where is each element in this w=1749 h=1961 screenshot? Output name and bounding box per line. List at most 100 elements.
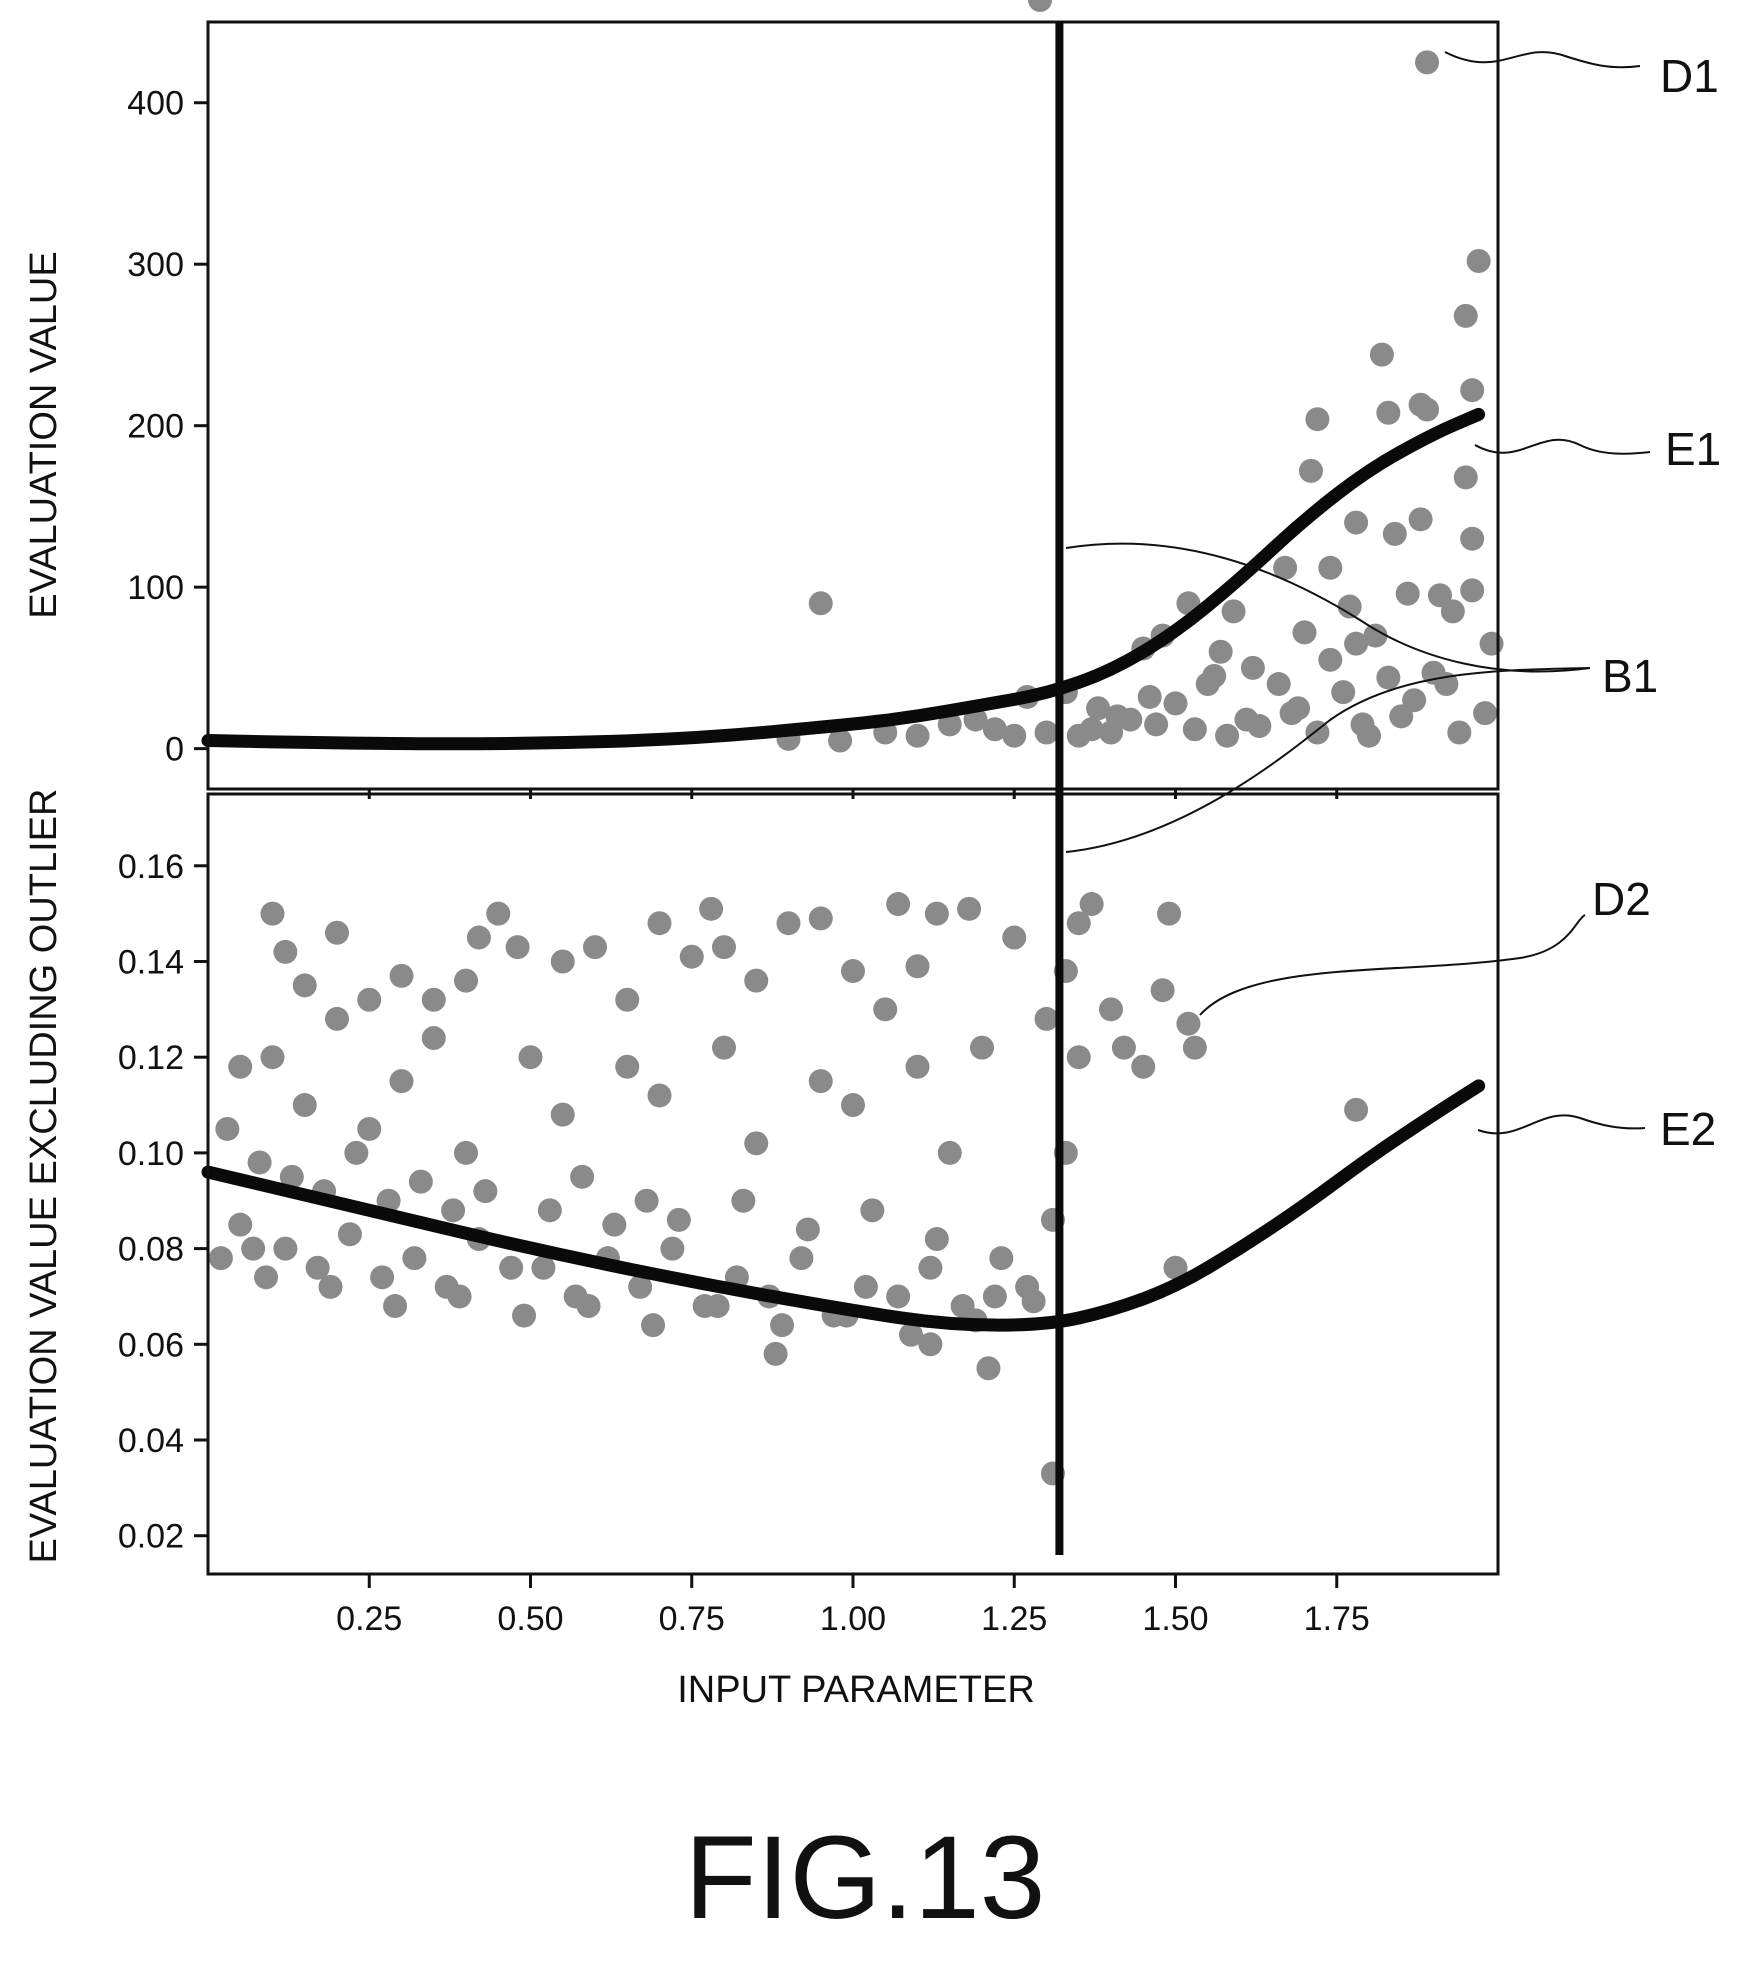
leader-d1 — [1444, 51, 1641, 69]
top-plot-frame — [206, 20, 1500, 791]
bottom-data-point — [486, 901, 511, 926]
top-data-point — [1318, 647, 1343, 672]
top-data-point — [1266, 672, 1291, 697]
top-data-point — [1118, 707, 1143, 732]
top-y-tick-label: 0 — [165, 731, 184, 769]
top-data-point — [1240, 655, 1265, 680]
bottom-data-point — [615, 1054, 640, 1079]
bottom-data-point — [389, 963, 414, 988]
top-data-point — [1247, 714, 1272, 739]
bottom-data-point — [1157, 901, 1182, 926]
top-data-point — [828, 728, 853, 753]
top-data-point — [1376, 400, 1401, 425]
bottom-data-point — [292, 1093, 317, 1118]
bottom-data-point — [389, 1069, 414, 1094]
bottom-plot-frame — [206, 792, 1500, 1576]
bottom-data-point — [292, 973, 317, 998]
top-data-point — [1408, 507, 1433, 532]
top-data-point — [1002, 723, 1027, 748]
bottom-data-point — [989, 1246, 1014, 1271]
bottom-panel: 0.02 0.04 0.06 0.08 0.10 0.12 0.14 0.16 0.25 0.5… — [23, 0, 1500, 1711]
top-data-point — [1369, 342, 1394, 367]
bottom-data-point — [454, 968, 478, 993]
top-data-point — [1376, 665, 1401, 690]
top-data-point — [1447, 720, 1472, 745]
bottom-x-tick-label: 1.25 — [981, 1600, 1047, 1638]
bottom-data-point — [325, 920, 349, 945]
top-data-point — [1305, 407, 1330, 432]
label-d1: D1 — [1660, 50, 1719, 102]
bottom-y-tick-label: 0.14 — [118, 943, 184, 981]
bottom-data-point — [408, 1169, 433, 1194]
bottom-data-point — [325, 1006, 349, 1031]
bottom-data-point — [383, 1294, 408, 1319]
bottom-data-point — [841, 1093, 865, 1118]
bottom-data-point — [860, 1198, 885, 1223]
bottom-data-point — [208, 1246, 233, 1271]
bottom-data-point — [254, 1265, 279, 1290]
bottom-data-point — [518, 1045, 543, 1070]
bottom-data-point — [712, 935, 736, 960]
bottom-data-point — [1028, 0, 1053, 12]
leader-b1-top — [1065, 542, 1591, 673]
fit-curve-e2 — [201, 1079, 1486, 1332]
bottom-data-point — [853, 1274, 878, 1299]
top-data-point — [1389, 704, 1414, 729]
bottom-data-point — [634, 1188, 659, 1213]
label-b1: B1 — [1602, 650, 1658, 702]
bottom-data-point — [899, 1322, 924, 1347]
bottom-data-point — [1111, 1035, 1136, 1060]
bottom-data-point — [318, 1274, 343, 1299]
bottom-data-point — [370, 1265, 395, 1290]
top-data-point — [1099, 720, 1123, 745]
bottom-data-point — [337, 1222, 362, 1247]
bottom-y-tick-label: 0.04 — [118, 1422, 184, 1460]
bottom-data-point — [279, 1164, 304, 1189]
bottom-x-tick-label: 1.50 — [1142, 1600, 1208, 1638]
bottom-data-point — [421, 1026, 446, 1051]
top-data-point — [1034, 720, 1059, 745]
bottom-data-point — [1002, 925, 1027, 950]
bottom-data-point — [228, 1212, 253, 1237]
bottom-data-point — [441, 1198, 466, 1223]
bottom-data-point — [273, 939, 298, 964]
leader-e2 — [1477, 1114, 1646, 1135]
bottom-data-point — [705, 1294, 730, 1319]
bottom-data-point — [770, 1313, 795, 1338]
bottom-data-point — [615, 987, 640, 1012]
bottom-data-point — [228, 1054, 253, 1079]
bottom-data-point — [647, 1083, 672, 1108]
bottom-data-point — [247, 1150, 272, 1175]
bottom-data-point — [763, 1341, 788, 1366]
figure-label: FIG.13 — [685, 1812, 1046, 1944]
bottom-data-point — [215, 1116, 240, 1141]
bottom-data-point — [628, 1274, 653, 1299]
bottom-data-point — [699, 896, 724, 921]
bottom-data-point — [1079, 892, 1104, 917]
bottom-data-point — [789, 1246, 814, 1271]
bottom-data-point — [712, 1035, 736, 1060]
top-panel: 0 100 200 300 400 EVALUATION VALUE — [23, 20, 1504, 799]
bottom-data-point — [905, 954, 930, 979]
top-data-point — [1479, 631, 1504, 656]
top-data-point — [1208, 639, 1233, 664]
bottom-data-point — [776, 911, 801, 936]
bottom-data-point — [1034, 1006, 1059, 1031]
top-data-point — [1286, 696, 1311, 721]
top-data-point — [1460, 526, 1485, 551]
top-data-point — [1453, 465, 1478, 490]
bottom-data-point — [744, 1131, 769, 1156]
top-y-axis-title: EVALUATION VALUE — [23, 251, 65, 618]
top-data-point — [1292, 620, 1317, 645]
bottom-data-point — [466, 925, 491, 950]
top-data-point — [1460, 378, 1485, 403]
bottom-data-point — [376, 1188, 401, 1213]
top-data-point — [1215, 723, 1240, 748]
bottom-x-tick-label: 0.75 — [659, 1600, 725, 1638]
bottom-data-point — [357, 1116, 382, 1141]
bottom-data-point — [1176, 1011, 1201, 1036]
bottom-y-tick-label: 0.02 — [118, 1518, 184, 1556]
bottom-data-point — [1066, 1045, 1091, 1070]
bottom-data-point — [641, 1313, 666, 1338]
top-data-point — [1440, 599, 1465, 624]
